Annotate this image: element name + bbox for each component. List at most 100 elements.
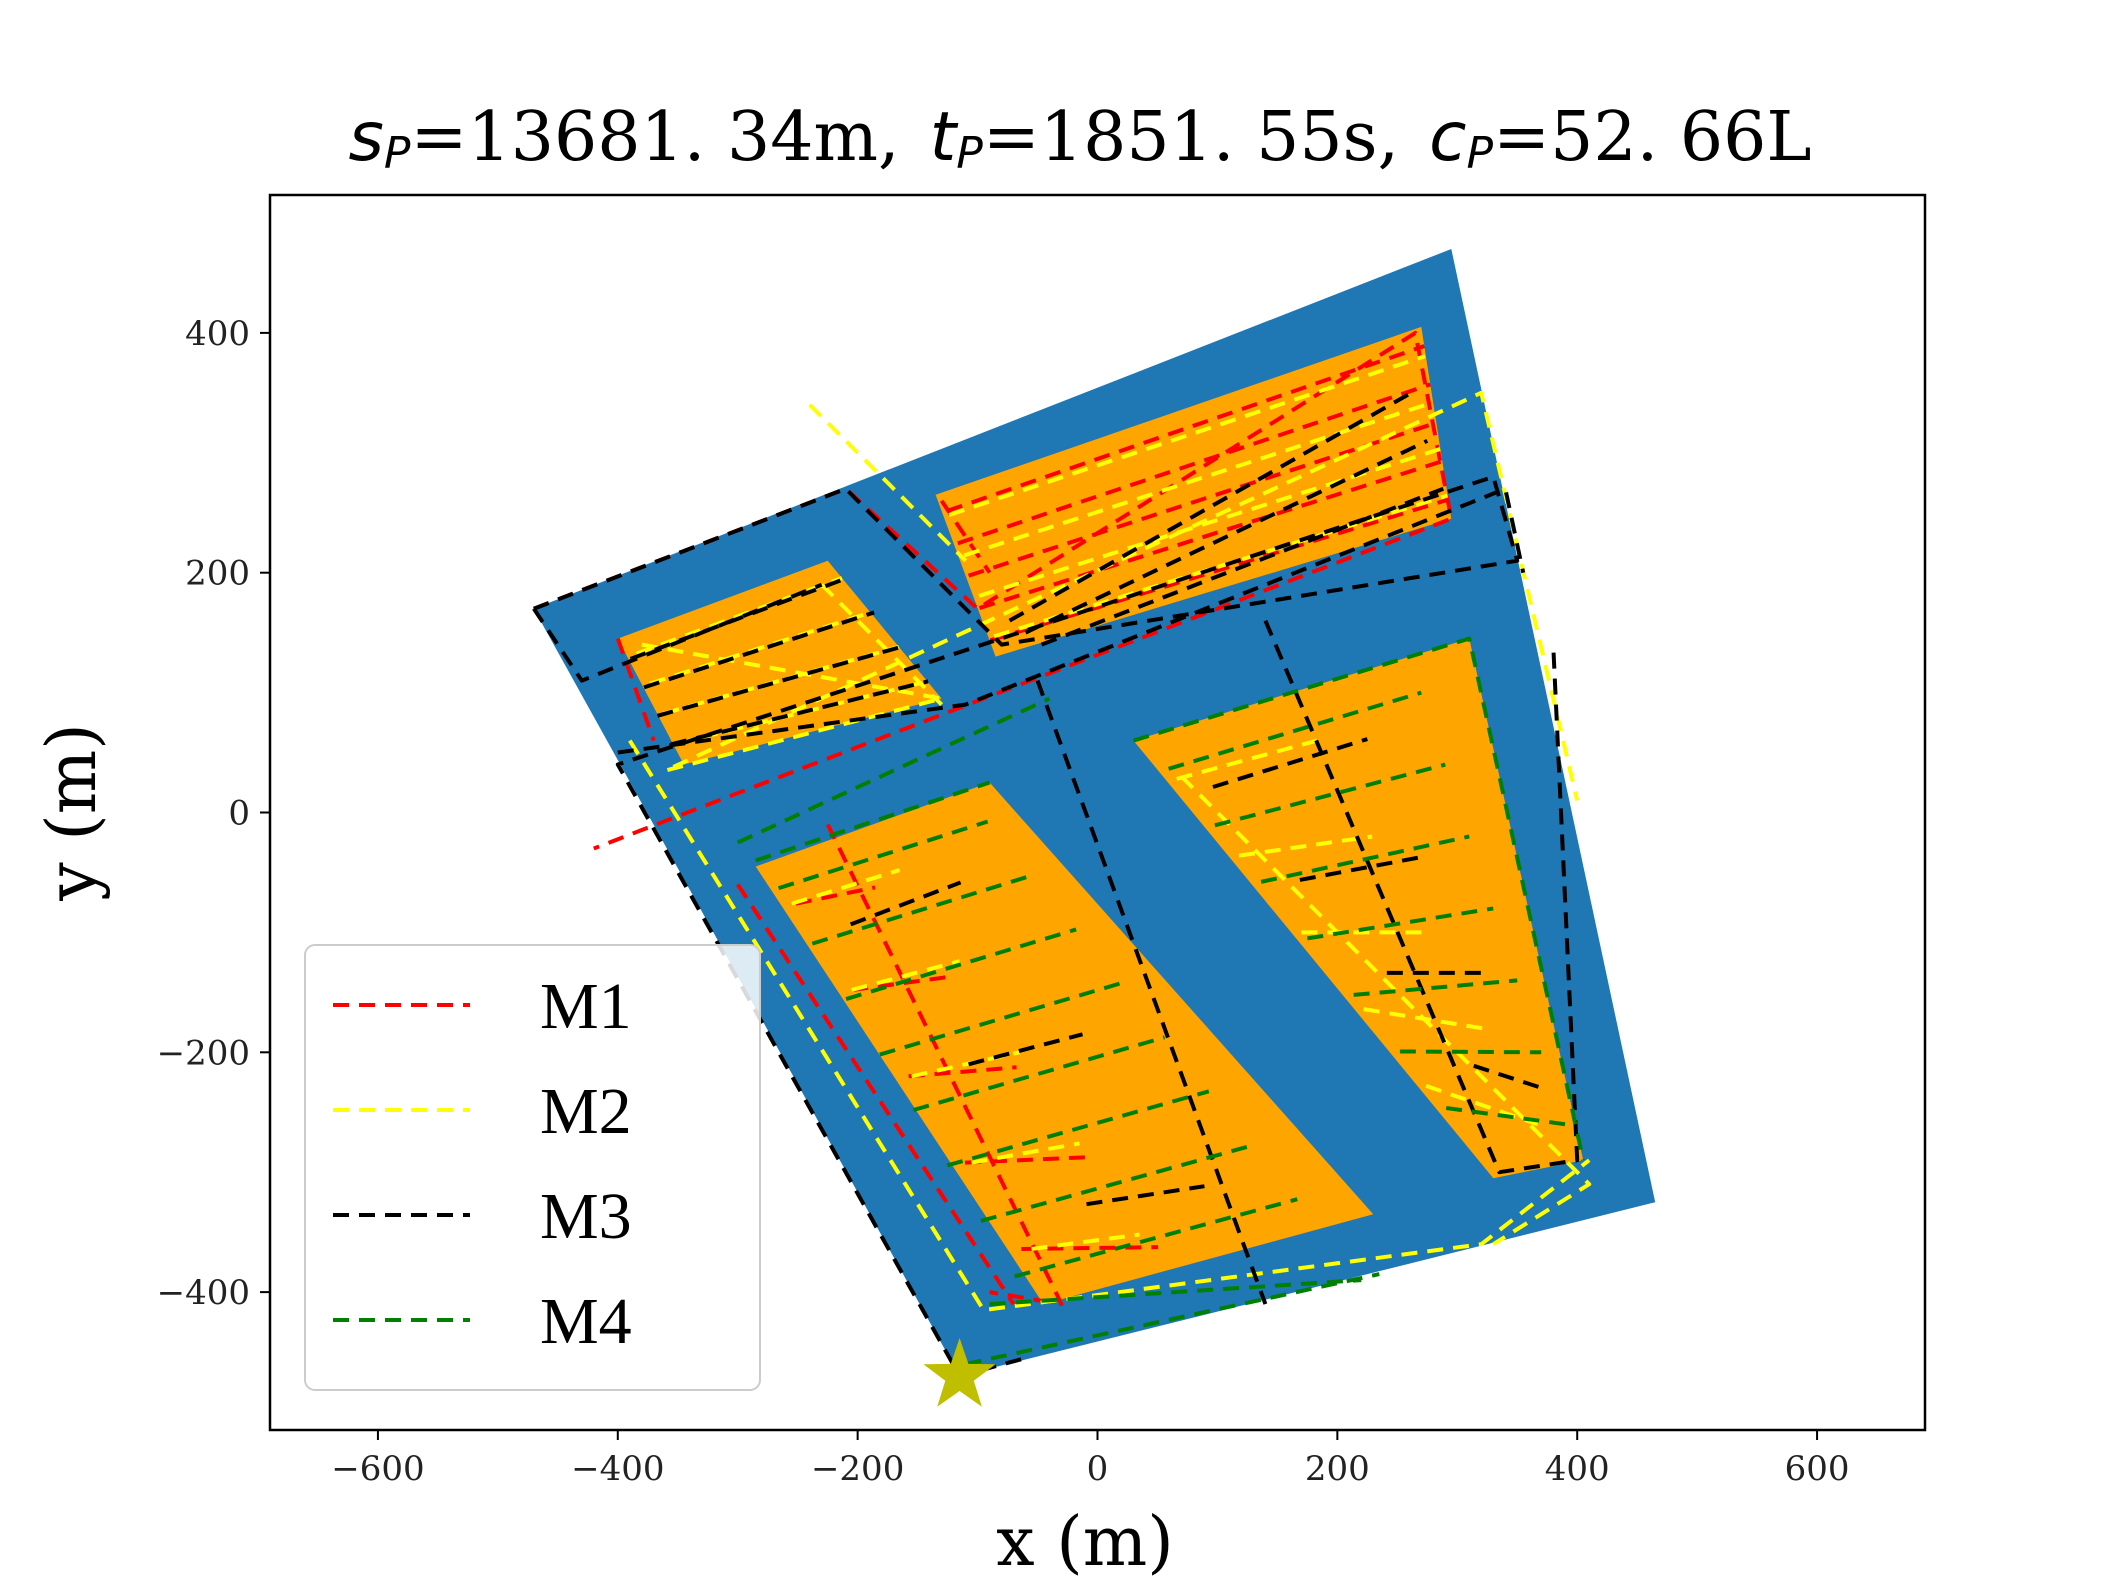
legend-label-m2: M2 bbox=[540, 1075, 632, 1148]
title-t-sub: P bbox=[956, 128, 983, 179]
sweep-m1-2-5 bbox=[1021, 1245, 1159, 1251]
path-m1-5 bbox=[736, 883, 1016, 1306]
legend-label-m1: M1 bbox=[540, 970, 632, 1043]
y-tick-label: 200 bbox=[185, 554, 250, 594]
path-m3-5 bbox=[1263, 619, 1580, 1175]
title-c-sub: P bbox=[1467, 128, 1494, 179]
sweep-m2-4-2 bbox=[1238, 834, 1373, 858]
marker-layer bbox=[923, 1338, 996, 1407]
path-m3-4 bbox=[1035, 679, 1268, 1305]
sweep-m4-1-5 bbox=[912, 1035, 1166, 1112]
sweep-m3-3-2 bbox=[968, 1032, 1084, 1067]
sweep-m4-1-6 bbox=[946, 1089, 1210, 1168]
sweep-m3-4-4 bbox=[1473, 1063, 1548, 1092]
title-c-symbol: c bbox=[1429, 98, 1466, 177]
sweep-m4-2-1 bbox=[1168, 690, 1422, 771]
sweep-m4-1-4 bbox=[879, 981, 1121, 1057]
sweep-m3-1-2 bbox=[643, 610, 875, 690]
sweep-m3-3-1 bbox=[849, 880, 962, 927]
title-s-symbol: s bbox=[348, 98, 383, 177]
y-tick-label: 0 bbox=[228, 794, 250, 834]
path-m2-4 bbox=[820, 583, 944, 707]
x-tick-label: 400 bbox=[1545, 1449, 1610, 1489]
x-tick-label: 200 bbox=[1305, 1449, 1370, 1489]
sweep-m4-2-5 bbox=[1353, 978, 1518, 997]
sweep-m4-1-7 bbox=[980, 1143, 1254, 1223]
path-m2-1 bbox=[628, 739, 1591, 1313]
sweep-m2-4-5 bbox=[1425, 1083, 1539, 1127]
y-tick-label: −400 bbox=[157, 1273, 250, 1313]
sweep-m1-2-1 bbox=[795, 885, 876, 906]
sweep-m3-2-2 bbox=[1024, 438, 1429, 635]
y-tick-label: −200 bbox=[157, 1033, 250, 1073]
path-m4-4 bbox=[736, 696, 1051, 845]
series-layer bbox=[532, 330, 1592, 1378]
title-s-sub: P bbox=[384, 128, 411, 179]
path-m3-2 bbox=[532, 582, 823, 683]
sweep-m3-4-1 bbox=[1212, 737, 1368, 789]
y-tick-label: 400 bbox=[185, 314, 250, 354]
path-m4-3 bbox=[965, 1272, 1380, 1367]
chart-title: sP=13681. 34m, tP=1851. 55s, cP=52. 66L bbox=[348, 98, 1811, 179]
sweep-m2-2-1 bbox=[948, 354, 1426, 517]
path-m3-1 bbox=[533, 474, 1520, 1378]
x-tick-label: −200 bbox=[811, 1449, 904, 1489]
title-c-value: =52. 66L bbox=[1493, 98, 1811, 177]
sweep-m4-2-4 bbox=[1307, 906, 1494, 941]
sweep-m2-1-2 bbox=[649, 610, 872, 686]
path-m2-5 bbox=[808, 403, 968, 563]
path-m4-5 bbox=[1132, 636, 1586, 1161]
legend-label-m4: M4 bbox=[540, 1285, 632, 1358]
title-s-value: =13681. 34m, bbox=[410, 98, 899, 177]
path-m4-1 bbox=[755, 780, 991, 863]
sweep-m2-2-2 bbox=[963, 400, 1434, 558]
sweep-m1-1-4 bbox=[978, 459, 1443, 610]
x-axis-label: x (m) bbox=[996, 1503, 1174, 1582]
start-star-marker bbox=[923, 1338, 996, 1407]
sweep-m4-2-2 bbox=[1214, 762, 1446, 828]
sweep-m1-1-3 bbox=[967, 420, 1437, 578]
x-tick-label: 0 bbox=[1087, 1449, 1109, 1489]
work-area-2 bbox=[935, 326, 1452, 657]
sweep-m2-1-3 bbox=[662, 644, 900, 716]
y-axis: −400 −200 0 200 400 bbox=[157, 314, 270, 1313]
x-tick-label: −600 bbox=[331, 1449, 424, 1489]
sweep-m3-3-3 bbox=[1086, 1184, 1205, 1207]
sweep-m3-1-3 bbox=[656, 644, 902, 718]
y-axis-label: y (m) bbox=[33, 723, 112, 902]
plot-area bbox=[532, 249, 1656, 1407]
sweep-m2-4-4 bbox=[1363, 1007, 1483, 1031]
sweep-m3-2-3 bbox=[1040, 486, 1445, 647]
legend: M1 M2 M3 M4 bbox=[304, 944, 761, 1391]
sweep-m4-1-3 bbox=[845, 927, 1077, 1002]
sweep-m4-2-3 bbox=[1260, 834, 1470, 884]
sweep-m2-3-1 bbox=[791, 868, 901, 906]
x-tick-label: −400 bbox=[571, 1449, 664, 1489]
sweep-m3-1-4 bbox=[670, 679, 929, 747]
work-area-1 bbox=[617, 560, 942, 765]
title-t-symbol: t bbox=[930, 98, 959, 177]
series-m4 bbox=[736, 636, 1586, 1367]
sweep-m4-1-2 bbox=[811, 873, 1033, 946]
series-m3 bbox=[532, 391, 1580, 1378]
series-m1 bbox=[533, 330, 1454, 1307]
sweep-m4-2-6 bbox=[1399, 1049, 1542, 1055]
sweep-m3-1-1 bbox=[629, 576, 848, 661]
x-tick-label: 600 bbox=[1785, 1449, 1850, 1489]
sweep-m2-3-5 bbox=[1031, 1232, 1140, 1251]
legend-label-m3: M3 bbox=[540, 1180, 632, 1253]
sweep-m4-1-8 bbox=[1014, 1197, 1298, 1279]
work-area-4 bbox=[1133, 638, 1584, 1179]
sweep-m1-2-2 bbox=[851, 975, 947, 992]
sweep-m2-2-4 bbox=[993, 493, 1449, 639]
sweep-m4-1-1 bbox=[777, 819, 989, 891]
path-m2-3 bbox=[1179, 775, 1592, 1246]
title-t-value: =1851. 55s, bbox=[983, 98, 1399, 177]
sweep-m1-2-4 bbox=[964, 1155, 1088, 1165]
sweep-m1-2-3 bbox=[908, 1065, 1017, 1079]
x-axis: −600 −400 −200 0 200 400 600 bbox=[331, 1430, 1850, 1489]
path-m3-3 bbox=[617, 486, 1526, 755]
sweep-m1-1-2 bbox=[957, 382, 1431, 546]
sweep-m4-2-7 bbox=[1445, 1105, 1566, 1127]
